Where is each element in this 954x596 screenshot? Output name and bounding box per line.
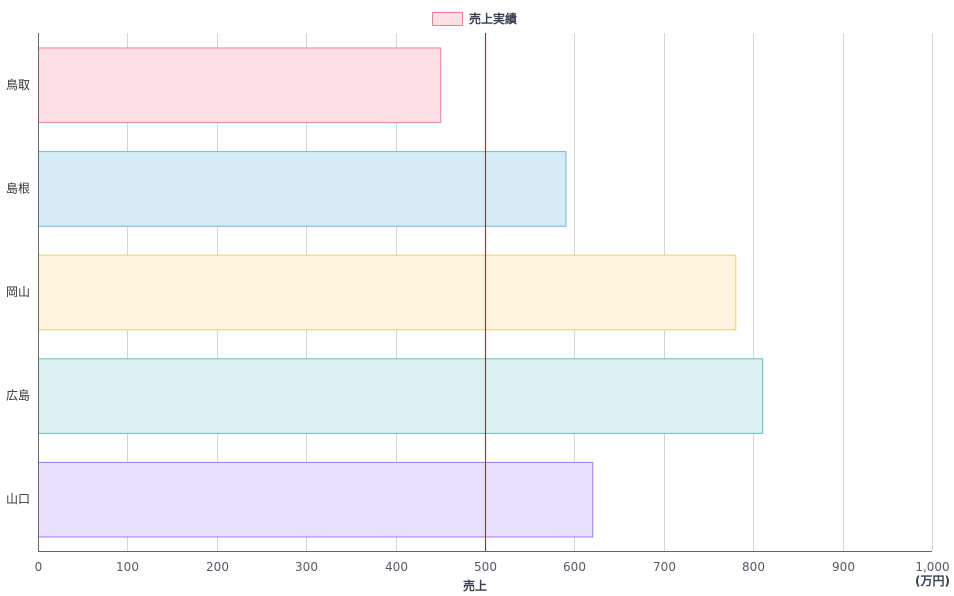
legend-label[interactable]: 売上実績 xyxy=(469,11,517,26)
bar-1 xyxy=(38,47,442,124)
x-tick-label: 300 xyxy=(295,560,318,574)
x-tick-label: 100 xyxy=(116,560,139,574)
x-tick-label: 200 xyxy=(206,560,229,574)
x-tick-label: 500 xyxy=(474,560,497,574)
x-tick-label: 700 xyxy=(653,560,676,574)
axes xyxy=(38,33,932,552)
legend[interactable]: 売上実績 xyxy=(432,11,518,26)
y-category-label: 島根 xyxy=(6,180,30,195)
x-tick-label: 900 xyxy=(832,560,855,574)
x-axis-title: 売上 xyxy=(463,578,487,593)
x-tick-label: 400 xyxy=(385,560,408,574)
y-category-label: 山口 xyxy=(6,492,30,506)
bar-5 xyxy=(38,461,594,538)
x-tick-label: 1,000 xyxy=(915,560,949,574)
bar-3 xyxy=(38,254,737,331)
labels: 0 100 200 300 400 500 600 700 800 900 1,000 鳥取島根岡山広… xyxy=(6,77,950,593)
bar-4 xyxy=(38,358,764,434)
y-category-label: 広島 xyxy=(6,388,30,403)
x-tick-label: 600 xyxy=(563,560,586,574)
y-category-label: 岡山 xyxy=(6,285,30,299)
legend-swatch[interactable] xyxy=(432,12,463,26)
x-tick-label: 0 xyxy=(35,560,43,574)
x-axis-unit: (万円) xyxy=(915,574,950,588)
bars xyxy=(38,47,764,538)
bar-2 xyxy=(38,151,567,227)
y-category-label: 鳥取 xyxy=(6,77,30,92)
x-tick-label: 800 xyxy=(742,560,765,574)
